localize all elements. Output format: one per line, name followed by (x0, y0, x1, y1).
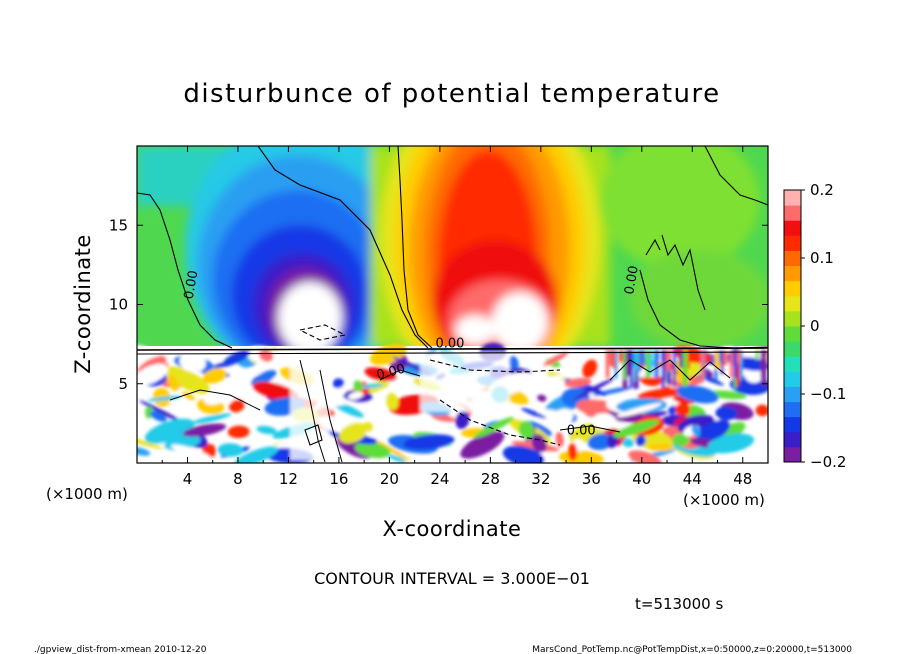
colorbar-segment (784, 295, 801, 312)
time-label: t=513000 s (635, 595, 723, 613)
x-tick-label: 16 (329, 470, 348, 488)
contour-labels: 0.00 0.00 0.00 0.00 0.00 (182, 265, 642, 439)
x-tick-label: 44 (683, 470, 702, 488)
colorbar-ticks: 0.2 0.1 0 −0.1 −0.2 (801, 181, 846, 471)
x-tick-label: 36 (582, 470, 601, 488)
colorbar-segment (784, 326, 801, 342)
contour-label: 0.00 (375, 361, 407, 383)
y-tick-label: 10 (109, 296, 128, 314)
colorbar-tick-label: −0.2 (810, 453, 846, 471)
x-axis: 4 8 12 16 20 24 28 32 36 40 44 48 (161, 146, 769, 488)
x-tick-label: 4 (183, 470, 193, 488)
colorbar-segment (784, 416, 801, 433)
colorbar-segment (784, 265, 801, 282)
colorbar-segment (784, 371, 801, 387)
plot-area: 0.00 0.00 0.00 0.00 0.00 (137, 146, 768, 463)
x-tick-label: 24 (430, 470, 449, 488)
contour-label: 0.00 (182, 269, 202, 300)
colorbar (784, 190, 801, 463)
x-unit-left: (×1000 m) (46, 485, 128, 503)
x-tick-label: 32 (531, 470, 550, 488)
x-axis-label: X-coordinate (383, 517, 522, 541)
colorbar-segment (784, 401, 801, 418)
contour-label: 0.00 (435, 336, 464, 351)
colorbar-tick-label: 0 (810, 317, 820, 335)
colorbar-segment (784, 235, 801, 251)
chart-title: disturbunce of potential temperature (183, 79, 720, 109)
contour-label: 0.00 (567, 423, 596, 438)
colorbar-tick-label: 0.1 (810, 249, 834, 267)
y-tick-label: 5 (118, 375, 128, 393)
colorbar-tick-label: 0.2 (810, 181, 834, 199)
colorbar-segment (784, 341, 801, 357)
colorbar-segment (784, 205, 801, 221)
colorbar-segment (784, 190, 801, 206)
footer-right: MarsCond_PotTemp.nc@PotTempDist,x=0:5000… (532, 645, 852, 654)
colorbar-tick-label: −0.1 (810, 385, 846, 403)
colorbar-segment (784, 280, 801, 297)
colorbar-segment (784, 220, 801, 236)
x-tick-label: 28 (481, 470, 500, 488)
colorbar-segment (784, 356, 801, 372)
colorbar-segment (784, 250, 801, 267)
colorbar-segment (784, 310, 801, 327)
x-tick-label: 8 (233, 470, 243, 488)
y-tick-label: 15 (109, 216, 128, 234)
colorbar-segment (784, 431, 801, 448)
footer-left: ./gpview_dist-from-xmean 2010-12-20 (34, 645, 207, 654)
contour-lines (137, 146, 768, 463)
y-axis-label: Z-coordinate (71, 234, 95, 374)
lower-field (137, 343, 768, 463)
x-tick-label: 20 (380, 470, 399, 488)
contour-label: 0.00 (622, 265, 642, 296)
x-tick-label: 40 (632, 470, 651, 488)
x-unit-right: (×1000 m) (683, 491, 765, 509)
x-tick-label: 12 (279, 470, 298, 488)
y-axis: 5 10 15 (109, 216, 768, 393)
contour-interval: CONTOUR INTERVAL = 3.000E−01 (314, 569, 590, 588)
colorbar-segment (784, 446, 801, 463)
colorbar-segment (784, 386, 801, 403)
x-tick-label: 48 (733, 470, 752, 488)
